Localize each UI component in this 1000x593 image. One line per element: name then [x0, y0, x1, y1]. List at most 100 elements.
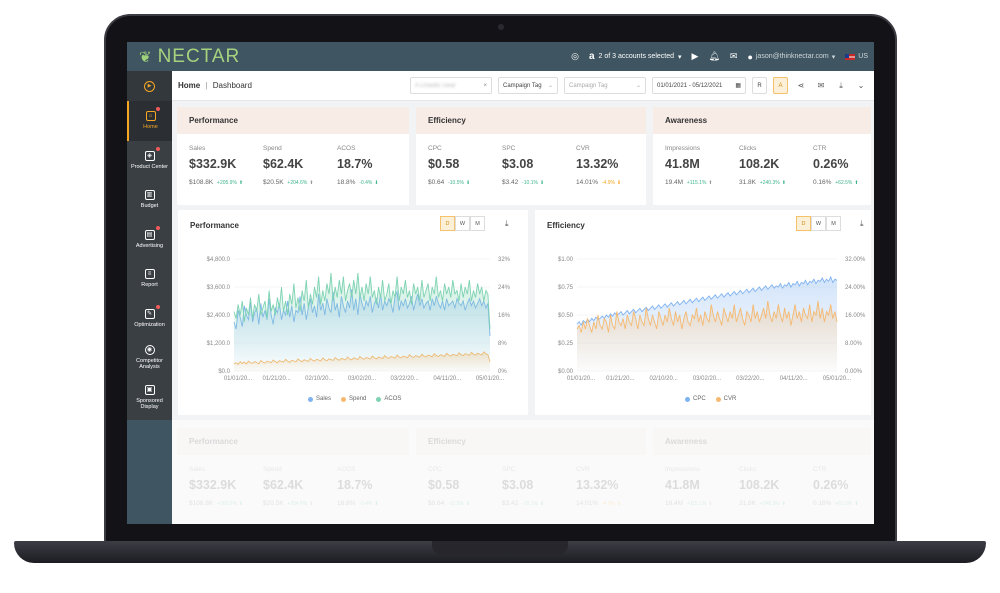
sidebar-toggle[interactable]: ▶ [127, 71, 172, 101]
account-selector[interactable]: a 2 of 3 accounts selected ▾ [589, 51, 682, 62]
metric-cpc: CPC $0.58 $0.64 -10.5% ⬇ [428, 466, 470, 507]
chart-legend: CPC CVR [685, 396, 736, 402]
display-icon: ▣ [144, 384, 155, 395]
arrow-up-icon: ⬆ [781, 180, 786, 186]
metric-change: +204.6% [287, 180, 308, 186]
arrow-down-icon: ⬇ [374, 501, 379, 507]
download-icon[interactable]: ⤓ [839, 80, 843, 90]
metric-change: -10.1% [522, 180, 538, 186]
app-screen: ❦ NECTAR ◎ a 2 of 3 accounts selected ▾ … [127, 42, 874, 524]
sidebar-item-advertising[interactable]: ▤ Advertising [127, 220, 172, 260]
metric-change: +205.9% [217, 180, 237, 186]
user-icon: ● [747, 51, 753, 62]
sidebar-item-home[interactable]: ⌂ Home [127, 101, 172, 141]
sidebar-item-budget[interactable]: ▥ Budget [127, 180, 172, 220]
y-left-tick: $0.25 [558, 341, 574, 347]
metric-change: +62.5% [835, 180, 853, 186]
arrow-down-icon: ⬇ [465, 180, 471, 186]
campaign-tag-type-select[interactable]: Campaign Tag ⌄ [498, 77, 558, 94]
metric-value: 18.7% [337, 478, 373, 492]
granularity-week-button[interactable]: W [455, 216, 470, 231]
x-tick: 03/02/20... [348, 376, 377, 382]
share-icon[interactable]: ⋖ [797, 81, 805, 90]
competitor-icon: ◉ [144, 345, 155, 356]
metric-value: 41.8M [665, 478, 700, 492]
date-range-picker[interactable]: 01/01/2021 - 05/12/2021 ▦ [652, 77, 746, 94]
metric-previous: 14.01% [576, 179, 599, 186]
chevron-circle-icon[interactable]: ⌄ [857, 81, 865, 90]
chart-download-icon[interactable]: ⤓ [860, 219, 864, 228]
y-right-tick: 16.00% [845, 313, 866, 319]
campaign-tag-placeholder: Campaign Tag [569, 82, 608, 89]
legend-label: CPC [693, 396, 706, 402]
sidebar-item-competitor-analysis[interactable]: ◉ Competitor Analysis [127, 338, 172, 378]
legend-item-acos[interactable]: ACOS [376, 396, 401, 402]
metric-comparison: $3.42 -10.1% ⬇ [502, 500, 544, 507]
chart-legend: Sales Spend ACOS [308, 396, 401, 402]
granularity-month-button[interactable]: M [826, 216, 841, 231]
sidebar-item-sponsored-display[interactable]: ▣ Sponsored Display [127, 378, 172, 418]
metric-impressions: Impressions 41.8M 19.4M +115.1% ⬆ [665, 145, 713, 186]
account-selector-label: 2 of 3 accounts selected [598, 53, 675, 60]
sidebar-item-label: Competitor Analysis [136, 358, 163, 371]
user-menu[interactable]: ● jason@thinknectar.com ▾ [747, 52, 835, 62]
x-tick: 01/01/20... [224, 376, 253, 382]
x-tick: 04/11/20... [780, 376, 808, 382]
metric-change: +205.9% [217, 501, 237, 507]
sidebar-item-optimization[interactable]: ✎ Optimization [127, 299, 172, 339]
metric-value: $0.58 [428, 157, 460, 171]
legend-dot [308, 396, 313, 402]
granularity-week-button[interactable]: W [811, 216, 826, 231]
kpi-cards: Performance Sales $332.9K $108.8K +205.9% ⬆ S… [177, 107, 871, 205]
profile-select[interactable]: A Chaotic Gear × [410, 77, 492, 94]
sidebar-item-report[interactable]: ≡ Report [127, 259, 172, 299]
relative-mode-button[interactable]: R [752, 77, 767, 94]
legend-item-spend[interactable]: Spend [341, 396, 366, 402]
metric-label: CPC [428, 145, 442, 152]
reflection-performance-card: Performance Sales $332.9K $108.8K +205.9% ⬆ S… [177, 428, 409, 524]
region-selector[interactable]: US [845, 53, 868, 60]
legend-label: ACOS [384, 396, 402, 402]
breadcrumb-home[interactable]: Home [178, 81, 201, 90]
chart-download-icon[interactable]: ⤓ [505, 219, 509, 228]
sidebar-item-product-center[interactable]: ◈ Product Center [127, 141, 172, 181]
video-icon[interactable]: ▶ [691, 51, 699, 61]
granularity-day-button[interactable]: D [440, 216, 455, 231]
metric-label: Sales [189, 145, 206, 152]
granularity-day-button[interactable]: D [796, 216, 811, 231]
metric-label: CTR [813, 466, 827, 473]
metric-sales: Sales $332.9K $108.8K +205.9% ⬆ [189, 145, 243, 186]
metric-acos: ACOS 18.7% 18.8% -0.4% ⬇ [337, 466, 379, 507]
legend-item-cpc[interactable]: CPC [685, 396, 706, 402]
legend-item-sales[interactable]: Sales [308, 396, 331, 402]
metric-previous: $108.8K [189, 179, 214, 186]
metric-comparison: $108.8K +205.9% ⬆ [189, 179, 243, 186]
absolute-mode-button[interactable]: A [773, 77, 788, 94]
legend-item-cvr[interactable]: CVR [715, 396, 736, 402]
clear-icon[interactable]: × [483, 82, 487, 89]
arrow-down-icon: ⬇ [539, 180, 545, 186]
reflection-main: Performance Sales $332.9K $108.8K +205.9% ⬆ S… [172, 420, 874, 524]
metric-impressions: Impressions 41.8M 19.4M +115.1% ⬆ [665, 466, 713, 507]
x-tick: 01/01/20... [567, 376, 596, 382]
home-icon: ⌂ [145, 111, 156, 122]
metric-comparison: $108.8K +205.9% ⬆ [189, 500, 243, 507]
metric-spc: SPC $3.08 $3.42 -10.1% ⬇ [502, 145, 544, 186]
y-right-tick: 8.00% [845, 341, 863, 347]
notification-dot [156, 107, 160, 111]
series-line-cvr [576, 300, 838, 333]
metric-spc: SPC $3.08 $3.42 -10.1% ⬇ [502, 466, 544, 507]
reflection-cards: Performance Sales $332.9K $108.8K +205.9% ⬆ S… [177, 428, 871, 524]
target-icon[interactable]: ◎ [571, 51, 579, 61]
campaign-tag-select[interactable]: Campaign Tag ⌄ [564, 77, 646, 94]
x-tick: 03/02/20... [693, 376, 722, 382]
mail-icon[interactable]: ✉ [817, 81, 825, 90]
brand-logo[interactable]: ❦ NECTAR [139, 46, 240, 68]
bell-icon[interactable]: 🔔︎ [708, 51, 720, 61]
metric-change: +115.1% [686, 180, 707, 186]
efficiency-chart: $1.00 $0.75 $0.50 $0.25 $0.00 32.00% 24.00% 16.… [558, 257, 866, 382]
message-icon[interactable]: ✉ [729, 51, 738, 61]
metric-value: 0.26% [813, 478, 849, 492]
granularity-month-button[interactable]: M [470, 216, 485, 231]
metric-value: $3.08 [502, 157, 534, 171]
